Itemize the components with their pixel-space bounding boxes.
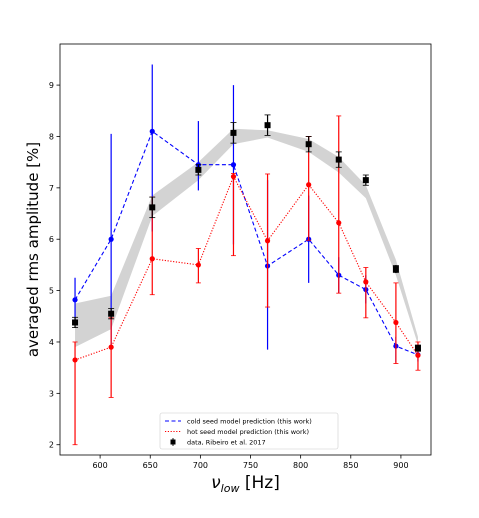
x-tick-label: 850 <box>343 461 358 470</box>
data-point <box>72 319 79 326</box>
prediction-band-layer <box>75 128 418 348</box>
data-point <box>392 266 399 273</box>
data-point <box>336 220 342 226</box>
data-point <box>108 344 114 350</box>
legend-label: hot seed model prediction (this work) <box>187 428 309 436</box>
x-tick-label: 750 <box>243 461 258 470</box>
data-point <box>393 319 399 326</box>
x-tick-label: 900 <box>393 461 408 470</box>
x-tick-label: 700 <box>193 461 208 470</box>
series-line <box>74 130 419 356</box>
y-axis-ticks: 2 3 4 5 6 7 8 9 <box>49 81 60 450</box>
data-point <box>72 297 78 303</box>
data-point <box>72 357 78 363</box>
y-tick-label: 2 <box>49 441 54 450</box>
series-1 <box>72 115 421 446</box>
data-point <box>149 256 155 262</box>
y-tick-label: 9 <box>49 81 54 90</box>
x-tick-label: 650 <box>143 461 158 470</box>
legend-label: cold seed model prediction (this work) <box>187 417 312 425</box>
x-tick-label: 800 <box>293 461 308 470</box>
data-point <box>306 182 312 188</box>
y-tick-label: 4 <box>49 338 54 347</box>
data-point <box>230 129 237 136</box>
legend-items: cold seed model prediction (this work) ho… <box>165 417 312 446</box>
data-point <box>195 166 202 173</box>
data-point <box>414 345 421 352</box>
data-point <box>264 238 271 244</box>
data-point <box>305 141 312 148</box>
data-point <box>108 236 114 242</box>
x-axis-label-unit: [Hz] <box>239 473 279 493</box>
data-point <box>195 262 201 268</box>
data-point <box>363 279 369 285</box>
plot-frame <box>59 43 432 456</box>
prediction-band <box>75 128 418 348</box>
data-point <box>362 177 369 184</box>
plot-area: 600 650 700 750 800 850 900 2 3 4 5 6 7 8 9 <box>49 43 432 470</box>
legend-label: data, Ribeiro et al. 2017 <box>187 438 266 446</box>
y-tick-label: 5 <box>49 287 54 296</box>
data-point <box>108 310 115 317</box>
y-tick-label: 6 <box>49 235 54 244</box>
data-point <box>149 204 156 211</box>
series-2 <box>72 114 421 352</box>
data-point <box>264 122 271 129</box>
legend-marker <box>170 439 176 445</box>
y-tick-label: 7 <box>49 184 54 193</box>
data-point <box>335 156 342 163</box>
x-axis-label-symbol: ν <box>211 473 221 493</box>
data-point <box>415 352 421 358</box>
x-tick-label: 600 <box>92 461 107 470</box>
data-point <box>149 128 155 134</box>
series-layer <box>72 64 421 446</box>
x-axis-label: νlow [Hz] <box>211 473 280 495</box>
x-axis-ticks: 600 650 700 750 800 850 900 <box>92 455 409 470</box>
y-axis-label: averaged rms amplitude [%] <box>24 142 42 357</box>
data-point <box>230 173 237 180</box>
legend-box <box>159 412 339 450</box>
x-axis-label-subscript: low <box>221 482 240 495</box>
y-tick-label: 3 <box>49 389 54 398</box>
y-tick-label: 8 <box>49 132 54 141</box>
legend: cold seed model prediction (this work) ho… <box>159 412 339 450</box>
data-point <box>230 162 237 168</box>
